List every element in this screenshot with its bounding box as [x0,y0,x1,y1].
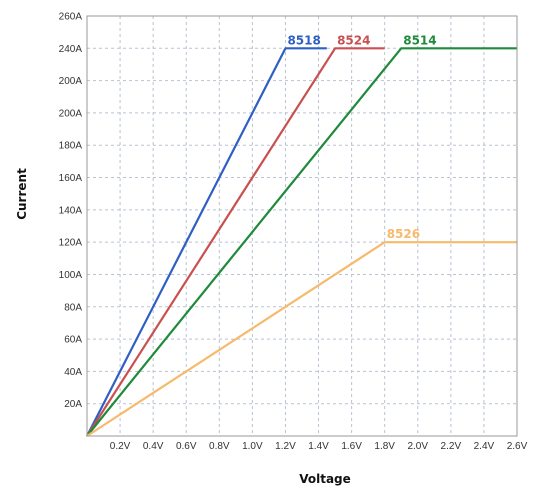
series-label-8518: 8518 [287,33,320,47]
series-line-8518 [86,47,327,437]
plot-frame [86,15,518,437]
x-tick-label: 0.8V [209,441,230,452]
y-tick-label: 60A [64,335,82,346]
series-labels: 8518 8524 8514 8526 [287,33,436,241]
y-tick-label: 140A [59,205,83,216]
y-tick-label: 80A [64,302,82,313]
x-tick-label: 1.4V [308,441,329,452]
series-label-8514: 8514 [403,33,436,47]
y-tick-label: 200A [59,76,83,87]
y-tick-label: 160A [59,173,83,184]
x-tick-label: 1.2V [275,441,296,452]
series-layer [86,47,517,437]
y-tick-label: 100A [59,270,83,281]
y-axis-title: Current [15,168,29,220]
x-axis-title: Voltage [299,472,351,486]
series-line-8526 [86,241,517,437]
grid [87,16,517,436]
y-tick-label: 20A [64,399,82,410]
y-tick-label: 200A [59,108,83,119]
y-tick-label: 240A [59,44,83,55]
tick-labels: 0.2V 0.4V 0.6V 0.8V 1.0V 1.2V 1.4V 1.6V 1.8V 2.0V… [59,12,528,453]
x-tick-label: 0.4V [143,441,164,452]
series-label-8526: 8526 [387,227,420,241]
plot-area [87,16,517,436]
y-tick-label: 40A [64,367,82,378]
series-line-8514 [86,47,517,437]
x-tick-label: 1.8V [374,441,395,452]
x-tick-label: 2.0V [407,441,428,452]
y-tick-label: 180A [59,141,83,152]
y-tick-label: 120A [59,238,83,249]
x-tick-label: 1.0V [242,441,263,452]
y-tick-label: 260A [59,12,83,23]
x-tick-label: 0.6V [176,441,197,452]
x-tick-label: 2.6V [507,441,528,452]
x-tick-label: 2.2V [441,441,462,452]
series-line-8524 [86,47,385,437]
x-tick-label: 0.2V [110,441,131,452]
series-label-8524: 8524 [337,33,370,47]
x-tick-label: 1.6V [341,441,362,452]
x-tick-label: 2.4V [474,441,495,452]
